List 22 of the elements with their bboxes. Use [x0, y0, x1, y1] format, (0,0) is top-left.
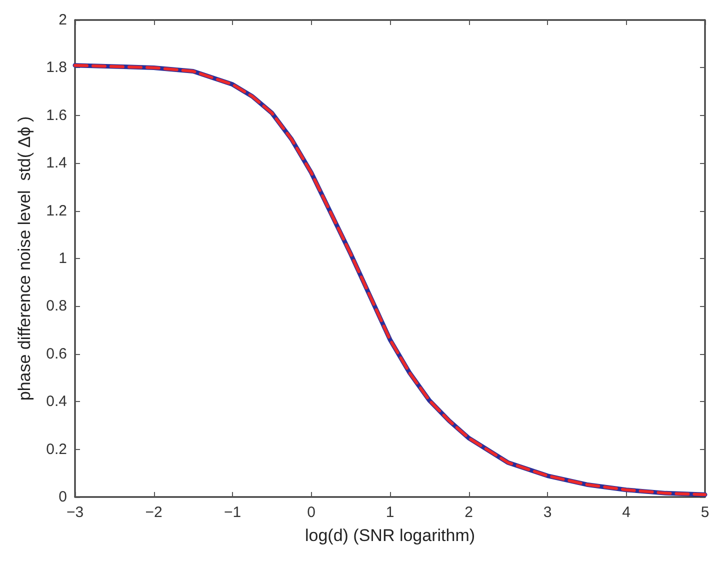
y-tick-label: 1.6: [46, 106, 67, 124]
x-tick-label: −3: [66, 504, 84, 521]
x-tick-label: 4: [622, 504, 630, 521]
y-tick-label: 1.4: [46, 154, 67, 172]
y-tick-label: 0: [58, 488, 67, 506]
x-tick-label: 2: [464, 504, 473, 521]
x-tick-label: 1: [386, 504, 394, 521]
x-tick-label: 3: [543, 504, 552, 521]
y-axis-title: phase difference noise level std( Δϕ ): [15, 116, 34, 401]
x-tick-label: −1: [224, 504, 242, 521]
y-tick-label: 1.8: [46, 59, 67, 76]
y-tick-label: 1: [58, 250, 67, 267]
y-tick-label: 1.2: [46, 202, 67, 220]
x-axis-title: log(d) (SNR logarithm): [304, 526, 476, 545]
y-tick-label: 2: [58, 12, 67, 28]
x-tick-label: 5: [700, 504, 710, 521]
y-tick-label: 0.8: [46, 298, 67, 315]
x-tick-label: −2: [145, 504, 162, 521]
x-tick-label: 0: [307, 504, 316, 521]
y-tick-label: 0.4: [46, 393, 67, 410]
y-tick-label: 0.6: [46, 345, 67, 362]
y-tick-label: 0.2: [46, 440, 67, 458]
